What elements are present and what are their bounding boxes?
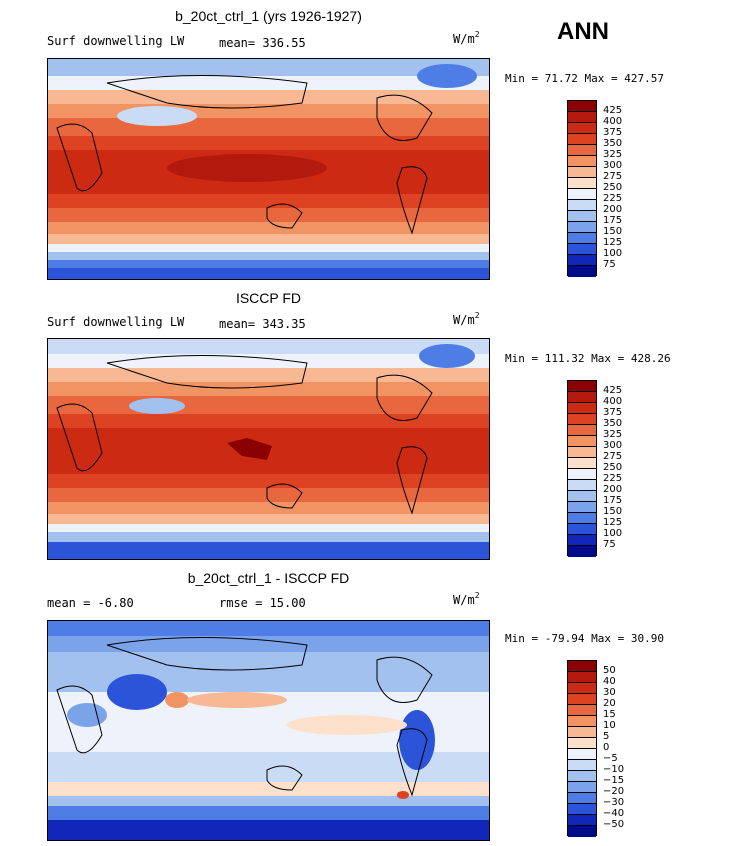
panel-1-level-label: 300 [603,160,623,171]
panel-2-level-label: 250 [603,462,623,473]
panel-3-map-svg [47,620,490,841]
panel-2-level-label: 75 [603,539,616,550]
panel-2-level-label: 400 [603,396,623,407]
panel-1-units: W/m2 [453,30,480,46]
panel-2-level-label: 200 [603,484,623,495]
panel-1-level-label: 250 [603,182,623,193]
panel-1-mean: mean= 336.55 [219,36,306,50]
panel-2-level-label: 425 [603,385,623,396]
panel-3-level-label: −15 [603,775,625,786]
panel-3-level-label: 50 [603,665,616,676]
panel-3-level-label: −5 [603,753,618,764]
panel-2-level-label: 225 [603,473,623,484]
panel-2-level-label: 125 [603,517,623,528]
panel-3-map [47,620,490,841]
panel-3-title: b_20ct_ctrl_1 - ISCCP FD [187,570,350,586]
panel-3-rmse: rmse = 15.00 [219,596,306,610]
panel-3-level-label: −50 [603,819,625,830]
panel-3-level-label: −30 [603,797,625,808]
panel-2-colorbar [567,380,597,557]
panel-3-units: W/m2 [453,591,480,607]
panel-2-level-label: 350 [603,418,623,429]
panel-2-title: ISCCP FD [235,290,302,306]
panel-3-colorbar [567,660,597,837]
panel-3-level-label: 10 [603,720,616,731]
panel-3-level-label: 15 [603,709,616,720]
panel-2-map [47,338,490,560]
panel-3-level-label: 20 [603,698,616,709]
panel-2-mean: mean= 343.35 [219,317,306,331]
panel-1-level-label: 325 [603,149,623,160]
panel-3-minmax: Min = -79.94 Max = 30.90 [505,632,664,645]
panel-1-colorbar [567,100,597,277]
panel-2-map-svg [47,338,490,560]
panel-1-level-label: 150 [603,226,623,237]
panel-1-map-svg [47,58,490,280]
panel-2-level-label: 375 [603,407,623,418]
panel-1-level-label: 225 [603,193,623,204]
panel-1-minmax: Min = 71.72 Max = 427.57 [505,72,664,85]
panel-2-variable-label: Surf downwelling LW [47,315,185,329]
panel-3-level-label: −20 [603,786,625,797]
panel-2-level-label: 175 [603,495,623,506]
panel-1-level-label: 425 [603,105,623,116]
panel-1-level-label: 200 [603,204,623,215]
panel-1-level-label: 125 [603,237,623,248]
panel-1-level-label: 400 [603,116,623,127]
panel-1-level-label: 75 [603,259,616,270]
season-label: ANN [557,18,609,45]
panel-3-level-label: 0 [603,742,610,753]
panel-2-level-label: 275 [603,451,623,462]
panel-2-level-label: 300 [603,440,623,451]
panel-2-units: W/m2 [453,311,480,327]
panel-1-level-label: 375 [603,127,623,138]
panel-3-level-label: 30 [603,687,616,698]
panel-2-level-label: 100 [603,528,623,539]
panel-1-variable-label: Surf downwelling LW [47,34,185,48]
panel-1-level-label: 350 [603,138,623,149]
panel-1-map [47,58,490,280]
panel-3-level-label: 5 [603,731,610,742]
panel-3-mean: mean = -6.80 [47,596,134,610]
panel-3-level-label: 40 [603,676,616,687]
panel-1-level-label: 275 [603,171,623,182]
panel-1-level-label: 175 [603,215,623,226]
panel-2-level-label: 150 [603,506,623,517]
panel-1-level-label: 100 [603,248,623,259]
panel-2-level-label: 325 [603,429,623,440]
panel-3-level-label: −40 [603,808,625,819]
panel-2-minmax: Min = 111.32 Max = 428.26 [505,352,671,365]
panel-1-title: b_20ct_ctrl_1 (yrs 1926-1927) [175,8,362,24]
panel-3-level-label: −10 [603,764,625,775]
